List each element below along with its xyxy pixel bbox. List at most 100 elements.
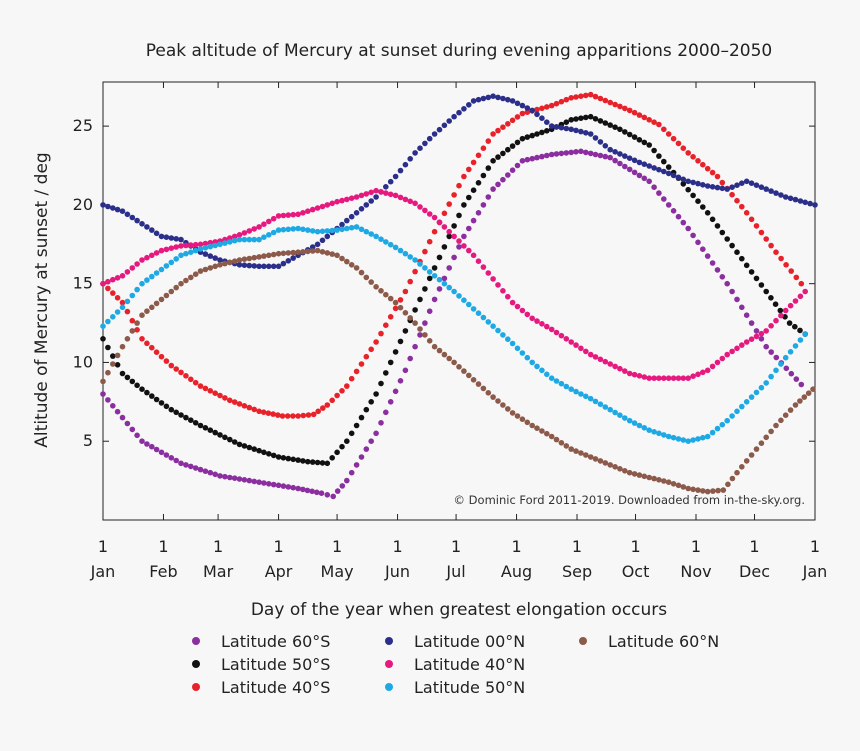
data-point: [183, 277, 189, 284]
data-point: [446, 233, 453, 240]
data-point: [295, 249, 301, 255]
data-point: [344, 258, 350, 265]
data-point: [524, 105, 531, 111]
data-point: [173, 256, 179, 262]
data-point: [114, 408, 121, 415]
data-point: [768, 349, 774, 355]
data-point: [661, 432, 667, 438]
data-point: [314, 205, 321, 211]
data-point: [426, 308, 433, 315]
data-point: [309, 228, 316, 234]
data-point: [602, 143, 609, 149]
data-point: [149, 304, 155, 311]
data-point: [466, 166, 472, 173]
data-point: [612, 464, 618, 470]
data-point: [261, 480, 267, 486]
data-point: [778, 312, 784, 319]
data-point: [670, 375, 677, 382]
data-point: [583, 149, 589, 156]
data-point: [246, 262, 253, 269]
data-point: [475, 310, 482, 317]
data-point: [363, 202, 370, 208]
data-point: [412, 268, 418, 275]
data-point: [675, 213, 682, 220]
data-point: [295, 225, 301, 232]
data-point: [149, 344, 155, 351]
data-point: [446, 201, 453, 207]
data-point: [704, 367, 711, 374]
data-point: [129, 265, 136, 271]
data-point: [256, 263, 262, 270]
data-point: [519, 350, 526, 356]
data-point: [329, 455, 336, 461]
data-point: [241, 443, 248, 449]
data-point: [397, 304, 404, 311]
data-point: [641, 139, 648, 146]
data-point: [665, 164, 672, 170]
data-point: [134, 320, 140, 326]
data-point: [568, 339, 574, 345]
data-point: [670, 481, 677, 487]
data-point: [188, 463, 194, 470]
data-point: [256, 479, 262, 486]
x-tick-day-label: 1: [392, 537, 402, 556]
data-point: [231, 475, 238, 482]
data-point: [183, 242, 189, 249]
data-point: [251, 226, 257, 232]
data-point: [758, 336, 765, 342]
data-point: [461, 297, 467, 304]
data-point: [583, 130, 589, 136]
data-point: [768, 373, 774, 380]
data-point: [183, 414, 189, 421]
data-point: [100, 323, 106, 330]
data-point: [163, 263, 170, 269]
data-point: [158, 296, 165, 303]
data-point: [563, 96, 570, 103]
data-point: [124, 336, 131, 342]
data-point: [173, 284, 179, 291]
data-point: [320, 405, 326, 411]
data-point: [441, 122, 448, 129]
series-points: [100, 247, 816, 495]
data-point: [290, 456, 297, 463]
data-point: [495, 94, 501, 101]
data-point: [617, 126, 623, 133]
x-tick-day-label: 1: [98, 537, 108, 556]
data-point: [168, 288, 175, 295]
data-point: [100, 336, 106, 342]
data-point: [236, 401, 243, 407]
data-point: [402, 328, 409, 334]
data-point: [441, 275, 448, 282]
data-point: [280, 212, 287, 219]
data-point: [490, 93, 496, 99]
data-point: [397, 247, 404, 254]
data-point: [348, 262, 355, 268]
data-point: [256, 408, 262, 415]
data-point: [329, 227, 336, 234]
data-point: [646, 142, 652, 148]
data-point: [212, 263, 218, 270]
data-point: [231, 399, 238, 405]
data-point: [192, 241, 199, 248]
data-point: [573, 94, 579, 100]
data-point: [256, 236, 262, 243]
data-point: [583, 393, 589, 400]
data-point: [685, 150, 691, 156]
data-point: [490, 323, 496, 330]
data-point: [124, 374, 131, 381]
data-point: [675, 140, 682, 147]
data-point: [105, 285, 111, 292]
data-point: [558, 98, 565, 105]
data-point: [153, 396, 160, 403]
data-point: [583, 452, 589, 458]
data-point: [402, 310, 409, 316]
data-point: [358, 269, 365, 276]
data-point: [636, 137, 643, 143]
legend-label: Latitude 00°N: [414, 632, 525, 651]
data-point: [656, 430, 662, 437]
data-point: [105, 397, 111, 403]
data-point: [217, 262, 223, 268]
data-point: [720, 487, 727, 493]
data-point: [222, 240, 228, 246]
data-point: [383, 409, 389, 416]
